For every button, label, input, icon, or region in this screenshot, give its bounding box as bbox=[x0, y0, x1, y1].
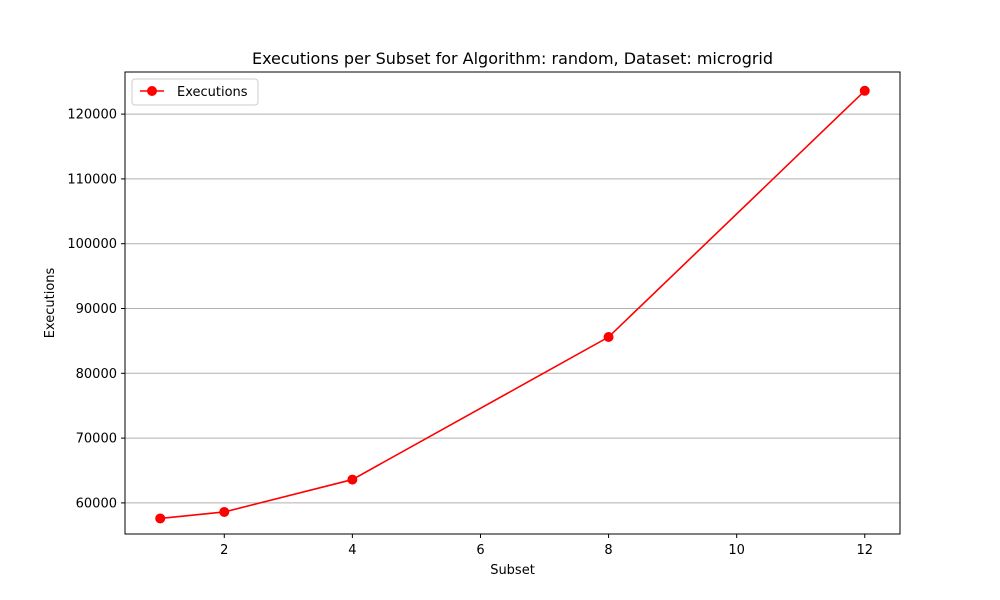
legend: Executions bbox=[131, 78, 259, 106]
x-tick-label: 2 bbox=[220, 543, 228, 558]
data-point bbox=[219, 506, 230, 517]
chart-title: Executions per Subset for Algorithm: ran… bbox=[252, 49, 773, 68]
plot-lines bbox=[155, 85, 870, 524]
legend-label: Executions bbox=[177, 85, 248, 100]
data-point bbox=[859, 85, 870, 96]
data-point bbox=[155, 513, 166, 524]
y-tick-label: 100000 bbox=[67, 237, 117, 252]
y-tick-label: 120000 bbox=[67, 108, 117, 123]
data-point bbox=[347, 474, 358, 485]
grid-lines bbox=[125, 113, 900, 504]
y-tick-label: 70000 bbox=[76, 432, 117, 447]
x-axis-label: Subset bbox=[490, 563, 535, 578]
x-tick-label: 10 bbox=[728, 543, 745, 558]
y-tick-label: 60000 bbox=[76, 496, 117, 511]
legend-marker bbox=[147, 86, 157, 96]
y-axis: 60000 70000 80000 90000 100000 110000 120000 bbox=[67, 108, 125, 511]
y-tick-label: 80000 bbox=[76, 367, 117, 382]
x-tick-label: 12 bbox=[856, 543, 873, 558]
y-axis-label: Executions bbox=[43, 267, 58, 338]
plot-frame bbox=[124, 71, 901, 535]
legend-box bbox=[131, 78, 259, 106]
x-tick-label: 4 bbox=[348, 543, 356, 558]
data-point bbox=[603, 332, 614, 343]
x-tick-label: 8 bbox=[604, 543, 612, 558]
y-tick-label: 90000 bbox=[76, 302, 117, 317]
y-tick-label: 110000 bbox=[67, 172, 117, 187]
x-axis: 2 4 6 8 10 12 bbox=[220, 534, 873, 558]
x-tick-label: 6 bbox=[476, 543, 484, 558]
